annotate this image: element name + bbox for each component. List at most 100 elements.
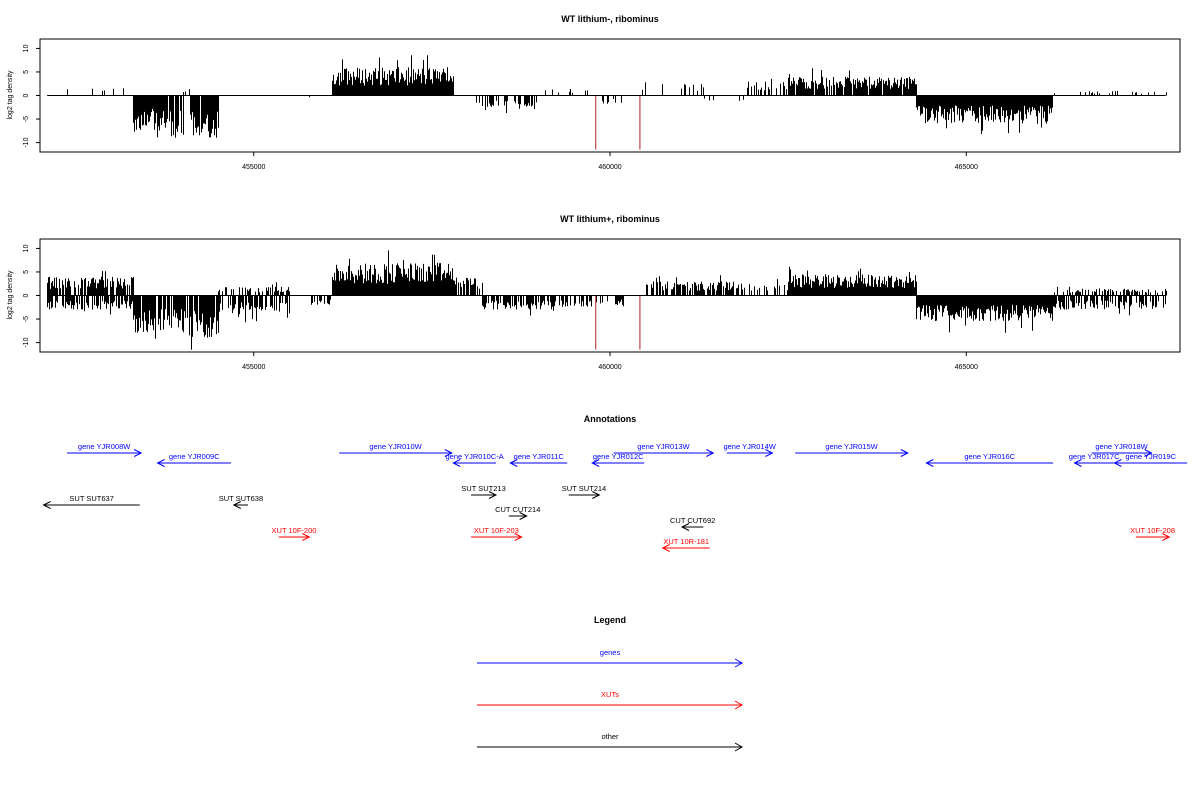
y-tick-label: 0 xyxy=(23,293,30,297)
feature-arrow-head xyxy=(765,449,774,457)
feature-arrow-head xyxy=(1162,533,1171,541)
feature-arrow-head xyxy=(519,512,528,520)
annotation-feature: CUT CUT214 xyxy=(495,505,540,520)
annotation-feature: gene YJR009C xyxy=(156,452,231,467)
annotation-feature: SUT SUT213 xyxy=(461,484,506,499)
annotation-feature: SUT SUT638 xyxy=(219,494,263,509)
panel-title: WT lithium+, ribominus xyxy=(560,214,660,224)
feature-arrow-head xyxy=(514,533,523,541)
coverage-bar-path xyxy=(47,250,1167,350)
legend-panel: Legend genes XUTs other xyxy=(477,615,744,752)
feature-arrow-head xyxy=(592,491,601,499)
y-axis-label: log2 tag density xyxy=(7,70,14,120)
feature-arrow-head xyxy=(302,533,311,541)
feature-arrow-head xyxy=(156,459,165,467)
legend-item-xuts: XUTs xyxy=(477,690,744,710)
legend-arrow-head xyxy=(734,742,744,752)
feature-arrow-head xyxy=(925,459,934,467)
feature-label: gene YJR019C xyxy=(1125,452,1176,461)
x-tick-label: 465000 xyxy=(955,364,978,371)
y-axis-label: log2 tag density xyxy=(7,270,14,320)
feature-label: SUT SUT213 xyxy=(461,484,505,493)
feature-label: gene YJR008W xyxy=(78,442,131,451)
x-tick-label: 460000 xyxy=(598,164,621,171)
feature-label: XUT 10F-200 xyxy=(272,526,317,535)
x-tick-label: 465000 xyxy=(955,164,978,171)
y-tick-label: -5 xyxy=(23,316,30,322)
annotation-feature: gene YJR019C xyxy=(1113,452,1188,467)
legend-label: XUTs xyxy=(601,690,619,699)
feature-arrow-head xyxy=(452,459,461,467)
feature-label: gene YJR015W xyxy=(825,442,878,451)
feature-label: gene YJR010C-A xyxy=(446,452,504,461)
feature-label: CUT CUT214 xyxy=(495,505,540,514)
feature-label: gene YJR016C xyxy=(964,452,1015,461)
y-tick-label: -10 xyxy=(23,137,30,147)
annotation-feature: gene YJR010C-A xyxy=(446,452,504,467)
legend-label: genes xyxy=(600,648,621,657)
annotation-feature: gene YJR008W xyxy=(67,442,143,457)
y-axis: 10 5 0 -5 -10 xyxy=(23,44,40,148)
feature-arrow-head xyxy=(133,449,143,457)
y-tick-label: 0 xyxy=(23,93,30,97)
y-tick-label: -5 xyxy=(23,116,30,122)
annotation-feature: SUT SUT214 xyxy=(562,484,606,499)
feature-label: gene YJR013W xyxy=(637,442,690,451)
feature-arrow-head xyxy=(680,523,690,531)
legend-title: Legend xyxy=(594,615,626,625)
annotation-feature: XUT 10R-181 xyxy=(661,537,710,552)
legend-arrow-head xyxy=(734,700,744,710)
track-panel-lithium-plus: WT lithium+, ribominus log2 tag density … xyxy=(7,214,1181,371)
feature-label: SUT SUT637 xyxy=(69,494,113,503)
feature-arrow-head xyxy=(42,501,51,509)
feature-label: gene YJR011C xyxy=(514,452,565,461)
feature-label: gene YJR010W xyxy=(369,442,422,451)
track-panel-lithium-minus: WT lithium-, ribominus log2 tag density … xyxy=(7,14,1181,171)
feature-arrow-head xyxy=(706,449,715,457)
annotation-feature: gene YJR010W xyxy=(339,442,453,457)
annotation-feature: XUT 10F-203 xyxy=(471,526,523,541)
annotation-feature: gene YJR017C xyxy=(1069,452,1120,467)
legend-item-genes: genes xyxy=(477,648,744,668)
annotation-feature: gene YJR014W xyxy=(723,442,777,457)
feature-label: SUT SUT214 xyxy=(562,484,606,493)
feature-label: XUT 10F-208 xyxy=(1130,526,1175,535)
feature-arrow-head xyxy=(232,501,242,509)
y-tick-label: 10 xyxy=(23,44,30,52)
y-tick-label: 5 xyxy=(23,70,30,74)
annotations-title: Annotations xyxy=(584,414,637,424)
feature-arrow-head xyxy=(509,459,518,467)
x-axis: 455000 460000 465000 xyxy=(242,352,978,371)
legend-arrow-head xyxy=(734,658,744,668)
annotation-feature: gene YJR011C xyxy=(509,452,568,467)
annotation-feature: SUT SUT637 xyxy=(42,494,140,509)
red-markers xyxy=(595,295,641,350)
feature-arrow-head xyxy=(900,449,909,457)
feature-label: CUT CUT692 xyxy=(670,516,715,525)
feature-arrow-head xyxy=(591,459,600,467)
x-tick-label: 455000 xyxy=(242,364,265,371)
feature-label: XUT 10R-181 xyxy=(663,537,709,546)
y-tick-label: 5 xyxy=(23,270,30,274)
feature-arrow-head xyxy=(444,449,453,457)
y-tick-label: -10 xyxy=(23,337,30,347)
coverage-bar-path xyxy=(67,55,1167,138)
legend-item-other: other xyxy=(477,732,744,752)
annotation-feature: CUT CUT692 xyxy=(670,516,715,531)
annotation-feature: XUT 10F-208 xyxy=(1130,526,1175,541)
x-tick-label: 460000 xyxy=(598,364,621,371)
feature-label: XUT 10F-203 xyxy=(474,526,519,535)
panel-title: WT lithium-, ribominus xyxy=(561,14,659,24)
coverage-bars xyxy=(47,250,1167,350)
feature-label: gene YJR012C xyxy=(593,452,644,461)
feature-label: gene YJR017C xyxy=(1069,452,1120,461)
annotation-feature: XUT 10F-200 xyxy=(272,526,317,541)
feature-label: gene YJR014W xyxy=(723,442,776,451)
annotation-features: gene YJR008W gene YJR009C gene YJR010W gene… xyxy=(42,442,1188,552)
feature-label: gene YJR009C xyxy=(169,452,220,461)
feature-arrow-head xyxy=(661,544,670,552)
feature-arrow-head xyxy=(1144,449,1153,457)
annotation-feature: gene YJR013W xyxy=(613,442,715,457)
